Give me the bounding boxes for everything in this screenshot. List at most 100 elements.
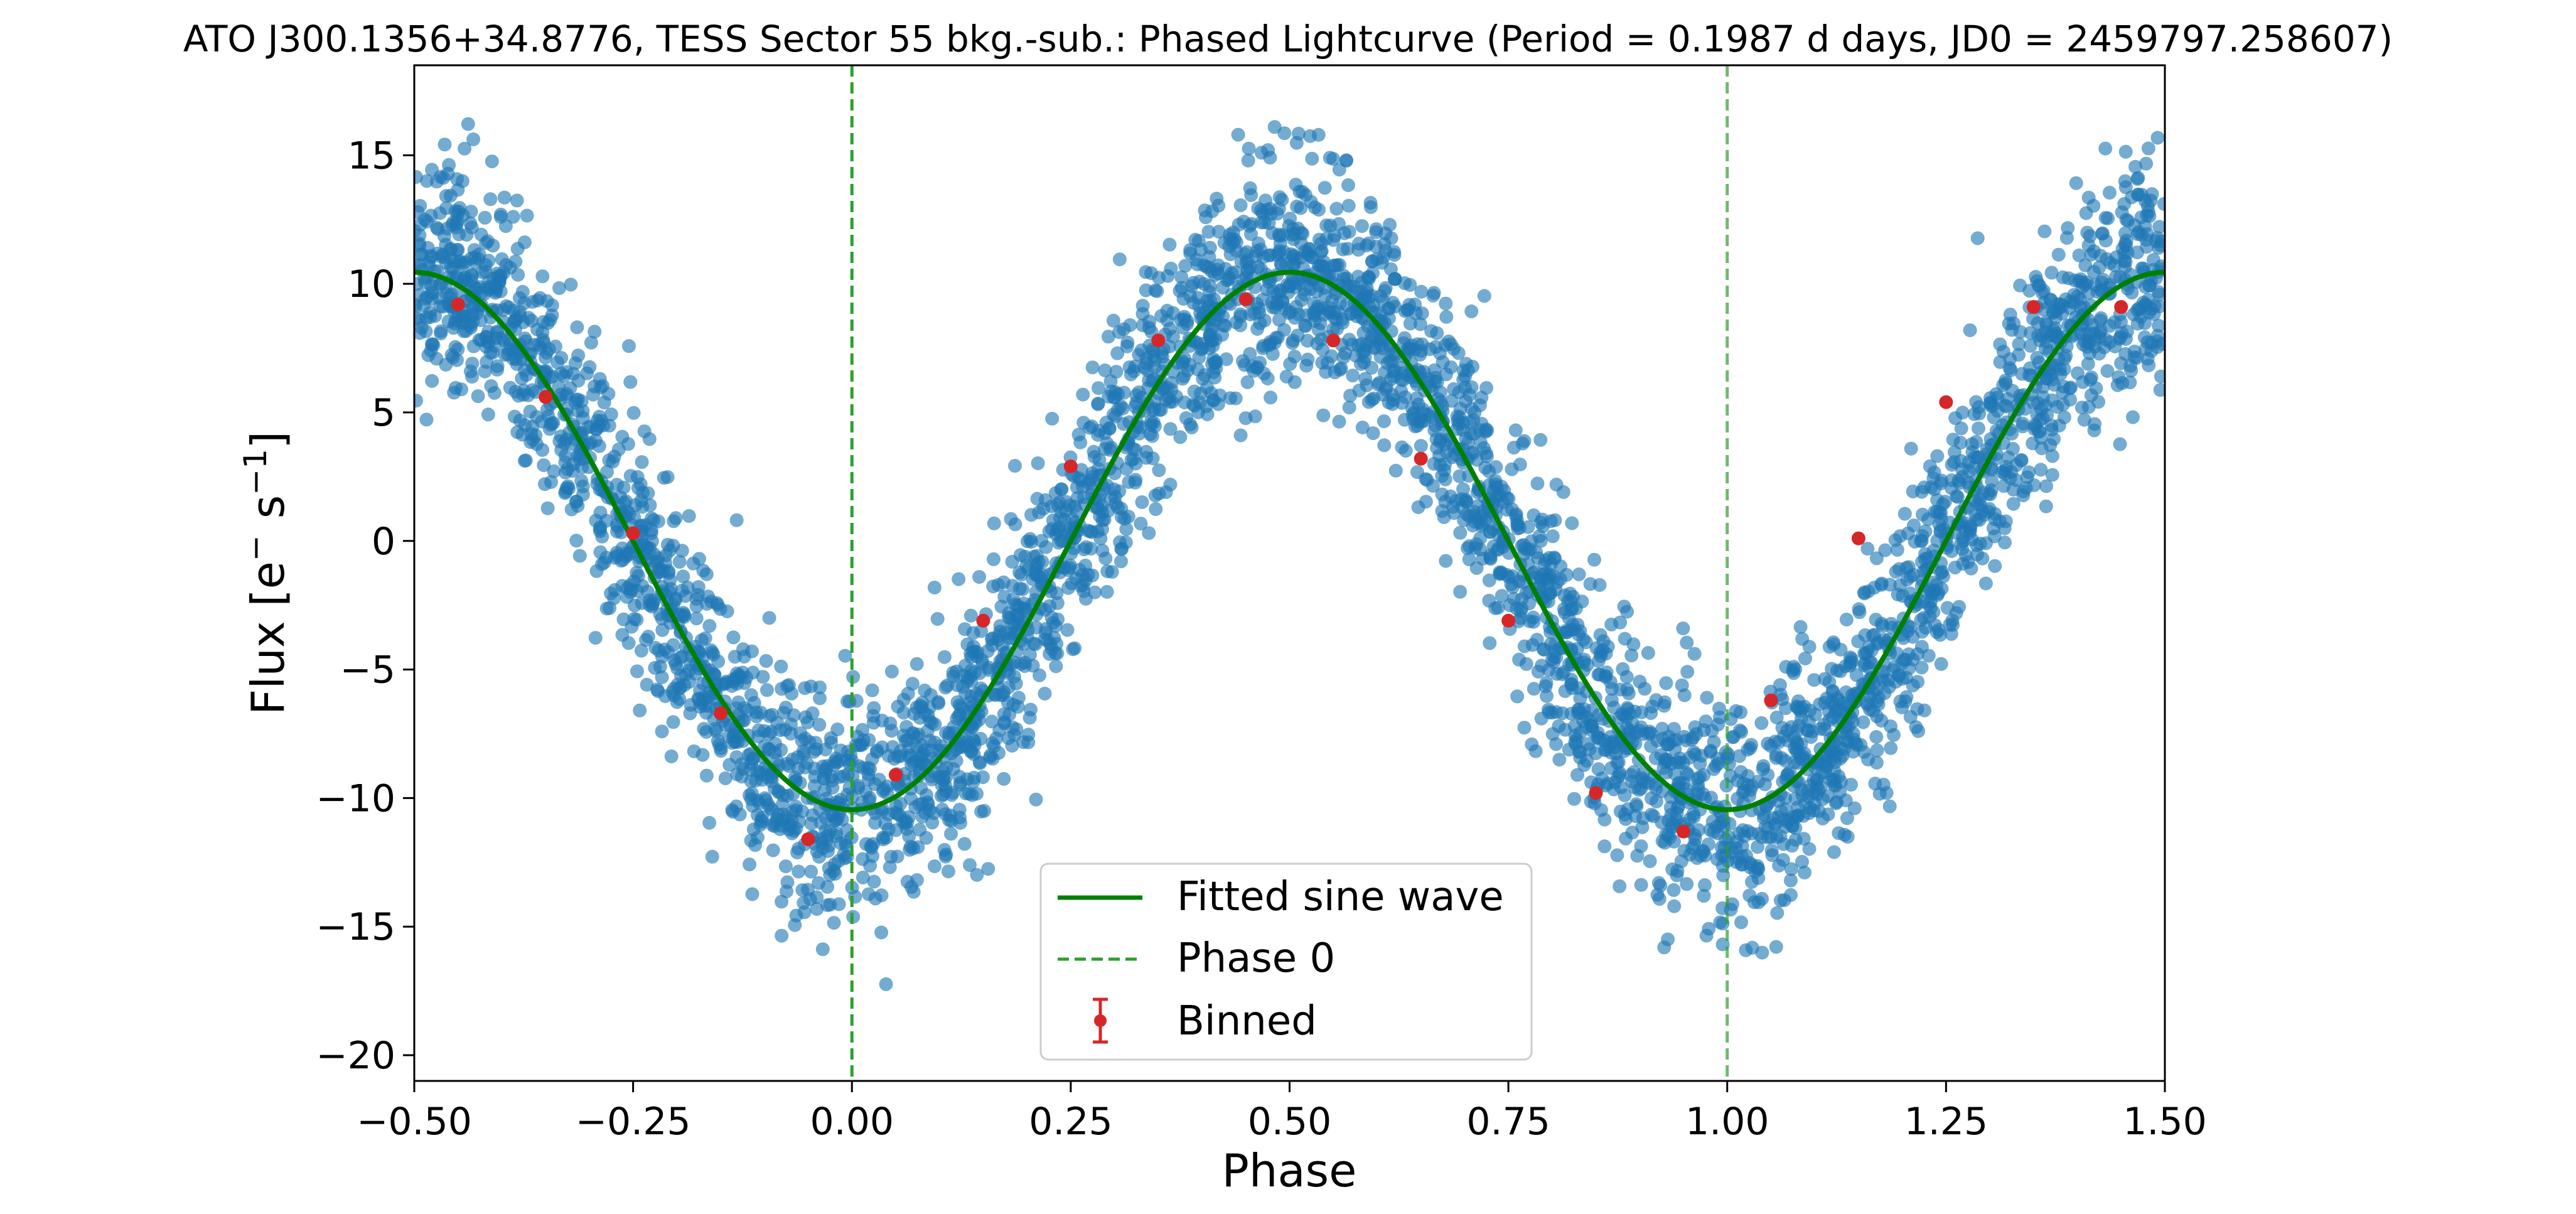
raw-point	[1591, 726, 1605, 740]
raw-point	[1233, 428, 1248, 443]
raw-point	[965, 788, 979, 802]
raw-point	[2039, 479, 2053, 493]
raw-point	[1318, 288, 1333, 303]
raw-point	[1305, 151, 1319, 166]
raw-point	[868, 815, 883, 830]
fitted-sine-wave	[414, 269, 2165, 812]
raw-point	[1589, 746, 1603, 761]
raw-point	[1435, 504, 1449, 518]
raw-point	[1228, 265, 1242, 279]
raw-point	[1774, 751, 1789, 765]
raw-point	[1527, 682, 1541, 696]
raw-point	[470, 306, 484, 320]
raw-point	[2113, 437, 2127, 451]
raw-point	[634, 643, 648, 658]
raw-point	[1166, 330, 1180, 344]
raw-point	[1267, 120, 1282, 134]
raw-point	[768, 736, 783, 751]
raw-point	[1219, 352, 1233, 367]
raw-point	[1013, 548, 1028, 562]
raw-point	[2055, 306, 2069, 321]
raw-point	[444, 261, 458, 275]
raw-point	[820, 879, 834, 894]
raw-point	[1739, 943, 1753, 957]
raw-point	[744, 688, 758, 702]
raw-point	[2083, 346, 2096, 360]
raw-point	[515, 372, 529, 385]
raw-point	[706, 647, 721, 662]
raw-point	[1624, 648, 1639, 663]
raw-point	[1132, 385, 1146, 399]
raw-point	[1509, 509, 1523, 523]
raw-point	[552, 281, 566, 295]
raw-point	[1495, 589, 1509, 603]
raw-point	[1998, 463, 2012, 478]
raw-point	[440, 222, 454, 236]
raw-point	[744, 774, 758, 788]
raw-point	[1001, 731, 1016, 745]
raw-point	[1426, 288, 1441, 303]
raw-point	[1355, 421, 1370, 434]
x-tick-label: 0.25	[1029, 1100, 1113, 1144]
raw-point	[586, 387, 600, 402]
raw-point	[2139, 298, 2153, 313]
fit-curve	[414, 269, 2165, 812]
raw-point	[974, 624, 989, 638]
raw-point	[890, 849, 904, 864]
raw-point	[1314, 244, 1329, 258]
raw-point	[1417, 365, 1431, 379]
raw-point	[461, 117, 475, 131]
raw-point	[641, 630, 655, 644]
raw-point	[478, 210, 492, 225]
raw-point	[762, 611, 776, 625]
raw-point	[1542, 663, 1556, 677]
raw-point	[1012, 581, 1027, 596]
raw-point	[1530, 633, 1544, 647]
raw-point	[861, 887, 876, 901]
raw-point	[2117, 196, 2132, 211]
raw-point	[647, 593, 661, 608]
raw-point	[1433, 385, 1447, 399]
raw-point	[429, 175, 444, 189]
raw-point	[1204, 386, 1218, 400]
raw-point	[1770, 906, 1784, 920]
raw-point	[1420, 407, 1435, 422]
raw-point	[466, 132, 481, 146]
raw-point	[414, 218, 427, 232]
raw-point	[2009, 458, 2024, 472]
raw-point	[483, 192, 498, 207]
raw-point	[1283, 357, 1297, 371]
raw-point	[414, 198, 427, 213]
raw-point	[712, 738, 726, 752]
raw-point	[1617, 708, 1631, 722]
raw-point	[920, 795, 935, 810]
raw-point	[928, 717, 942, 732]
binned-point	[888, 768, 903, 782]
raw-point	[682, 509, 696, 523]
raw-point	[1613, 615, 1628, 630]
raw-point	[2150, 131, 2165, 145]
raw-point	[1559, 625, 1574, 640]
raw-point	[1024, 535, 1038, 549]
x-tick-label: 1.00	[1685, 1100, 1769, 1144]
raw-point	[530, 322, 544, 336]
raw-point	[822, 839, 836, 853]
raw-point	[1555, 667, 1569, 682]
raw-point	[1869, 730, 1884, 744]
x-tick-label: 1.50	[2123, 1100, 2207, 1144]
raw-point	[1847, 801, 1862, 815]
raw-point	[1023, 702, 1038, 717]
raw-point	[1795, 854, 1809, 869]
binned-point	[451, 297, 465, 311]
raw-point	[1229, 235, 1243, 249]
raw-point	[2037, 224, 2052, 239]
raw-point	[1046, 513, 1060, 527]
raw-point	[1833, 642, 1848, 657]
raw-point	[966, 733, 980, 747]
raw-point	[570, 320, 584, 335]
raw-point	[1154, 403, 1168, 417]
y-tick-label: −20	[316, 1034, 395, 1078]
raw-point	[1333, 363, 1347, 377]
raw-point	[749, 764, 764, 778]
raw-point	[864, 839, 878, 853]
